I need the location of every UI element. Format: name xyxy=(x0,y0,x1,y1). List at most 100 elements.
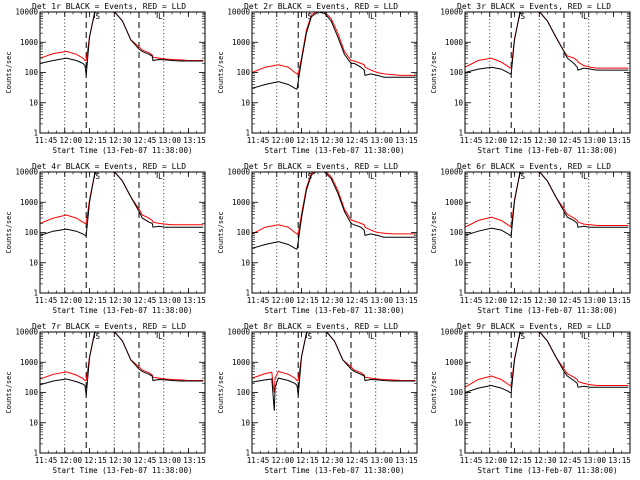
marker-label: L xyxy=(583,332,588,341)
y-tick-label: 100 xyxy=(24,68,38,77)
x-tick-label: 13:00 xyxy=(370,296,393,305)
y-tick-label: 10000 xyxy=(440,328,463,337)
x-tick-label: 12:30 xyxy=(321,296,344,305)
x-tick-label: 13:00 xyxy=(158,296,181,305)
y-tick-label: 100 xyxy=(449,228,463,237)
x-tick-label: 12:15 xyxy=(296,296,319,305)
x-tick-label: 12:30 xyxy=(321,456,344,465)
x-tick-label: 11:45 xyxy=(460,456,483,465)
panel-2: S L 1 10 100 1000 10000 11:45 12:00 12:15 12:30 12:… xyxy=(217,2,418,155)
y-tick-label: 10000 xyxy=(440,8,463,17)
y-tick-label: 100 xyxy=(449,68,463,77)
x-tick-label: 11:45 xyxy=(460,136,483,145)
marker-label: L xyxy=(370,332,375,341)
x-tick-label: 12:45 xyxy=(559,136,582,145)
y-tick-label: 100 xyxy=(236,388,250,397)
x-tick-label: 13:00 xyxy=(583,456,606,465)
x-tick-label: 12:30 xyxy=(321,136,344,145)
x-tick-label: 12:15 xyxy=(509,296,532,305)
x-tick-label: 12:45 xyxy=(346,296,369,305)
x-tick-label: 13:00 xyxy=(370,136,393,145)
x-tick-label: 12:45 xyxy=(346,456,369,465)
y-axis-label: Counts/sec xyxy=(5,211,13,253)
y-tick-label: 1 xyxy=(33,289,38,298)
x-tick-label: 12:00 xyxy=(484,456,507,465)
y-axis-label: Counts/sec xyxy=(5,51,13,93)
panel-9: S L 1 10 100 1000 10000 11:45 12:00 12:15 12:30 12:… xyxy=(430,322,631,475)
marker-label: L xyxy=(158,332,163,341)
x-tick-label: 12:30 xyxy=(534,296,557,305)
series-events-line xyxy=(252,12,416,90)
y-tick-label: 10000 xyxy=(15,168,38,177)
y-tick-label: 10 xyxy=(241,98,251,107)
y-tick-label: 10000 xyxy=(227,328,250,337)
y-tick-label: 1000 xyxy=(20,358,39,367)
y-tick-label: 1 xyxy=(245,449,250,458)
x-tick-label: 12:15 xyxy=(84,296,107,305)
x-tick-label: 12:30 xyxy=(534,456,557,465)
x-tick-label: 12:00 xyxy=(59,296,82,305)
series-lld-line xyxy=(465,172,629,228)
series-events-line xyxy=(465,12,629,75)
marker-label: L xyxy=(583,172,588,181)
x-tick-label: 12:15 xyxy=(296,136,319,145)
x-tick-label: 12:00 xyxy=(271,456,294,465)
x-tick-label: 11:45 xyxy=(247,296,270,305)
x-axis-label: Start Time (13-Feb-07 11:38:00) xyxy=(265,466,405,475)
x-axis-label: Start Time (13-Feb-07 11:38:00) xyxy=(478,466,618,475)
marker-label: S xyxy=(307,172,312,181)
series-events-line xyxy=(40,172,204,236)
x-tick-label: 11:45 xyxy=(247,136,270,145)
marker-label: S xyxy=(520,12,525,21)
panel-5: S L 1 10 100 1000 10000 11:45 12:00 12:15 12:30 12:… xyxy=(217,162,418,315)
panel-7: S L 1 10 100 1000 10000 11:45 12:00 12:15 12:30 12:… xyxy=(5,322,206,475)
panel-title: Det 8r BLACK = Events, RED = LLD xyxy=(244,322,398,331)
panel-8: S L 1 10 100 1000 10000 11:45 12:00 12:15 12:30 12:… xyxy=(217,322,418,475)
panel-title: Det 7r BLACK = Events, RED = LLD xyxy=(32,322,186,331)
panel-title: Det 6r BLACK = Events, RED = LLD xyxy=(457,162,611,171)
x-tick-label: 13:15 xyxy=(608,136,631,145)
y-tick-label: 10000 xyxy=(227,168,250,177)
marker-label: L xyxy=(158,12,163,21)
x-tick-label: 13:00 xyxy=(158,456,181,465)
x-axis-label: Start Time (13-Feb-07 11:38:00) xyxy=(53,466,193,475)
marker-label: S xyxy=(520,172,525,181)
x-tick-label: 12:00 xyxy=(484,296,507,305)
series-lld-line xyxy=(40,12,204,61)
x-tick-label: 13:15 xyxy=(395,296,418,305)
marker-label: L xyxy=(370,12,375,21)
series-events-line xyxy=(40,332,204,396)
panel-title: Det 5r BLACK = Events, RED = LLD xyxy=(244,162,398,171)
x-tick-label: 12:45 xyxy=(346,136,369,145)
x-tick-label: 12:15 xyxy=(509,136,532,145)
x-tick-label: 12:30 xyxy=(109,456,132,465)
x-tick-label: 12:15 xyxy=(84,456,107,465)
x-tick-label: 13:15 xyxy=(183,136,206,145)
y-tick-label: 10 xyxy=(241,258,251,267)
series-lld-line xyxy=(465,332,629,388)
marker-label: S xyxy=(95,172,100,181)
x-tick-label: 12:45 xyxy=(134,296,157,305)
y-tick-label: 10000 xyxy=(440,168,463,177)
x-tick-label: 12:00 xyxy=(484,136,507,145)
y-tick-label: 10000 xyxy=(15,8,38,17)
x-tick-label: 13:15 xyxy=(608,456,631,465)
x-tick-label: 12:00 xyxy=(59,136,82,145)
y-tick-label: 100 xyxy=(24,228,38,237)
series-events-line xyxy=(40,12,204,76)
y-tick-label: 1000 xyxy=(20,198,39,207)
panel-4: S L 1 10 100 1000 10000 11:45 12:00 12:15 12:30 12:… xyxy=(5,162,206,315)
x-tick-label: 12:00 xyxy=(271,136,294,145)
y-tick-label: 1000 xyxy=(232,38,251,47)
x-tick-label: 12:30 xyxy=(109,136,132,145)
y-tick-label: 1000 xyxy=(445,358,464,367)
x-tick-label: 13:15 xyxy=(183,456,206,465)
x-tick-label: 11:45 xyxy=(35,136,58,145)
x-axis-label: Start Time (13-Feb-07 11:38:00) xyxy=(478,306,618,315)
y-axis-label: Counts/sec xyxy=(430,371,438,413)
marker-label: L xyxy=(370,172,375,181)
marker-label: L xyxy=(158,172,163,181)
x-tick-label: 12:30 xyxy=(534,136,557,145)
panel-title: Det 2r BLACK = Events, RED = LLD xyxy=(244,2,398,11)
y-axis-label: Counts/sec xyxy=(217,51,225,93)
